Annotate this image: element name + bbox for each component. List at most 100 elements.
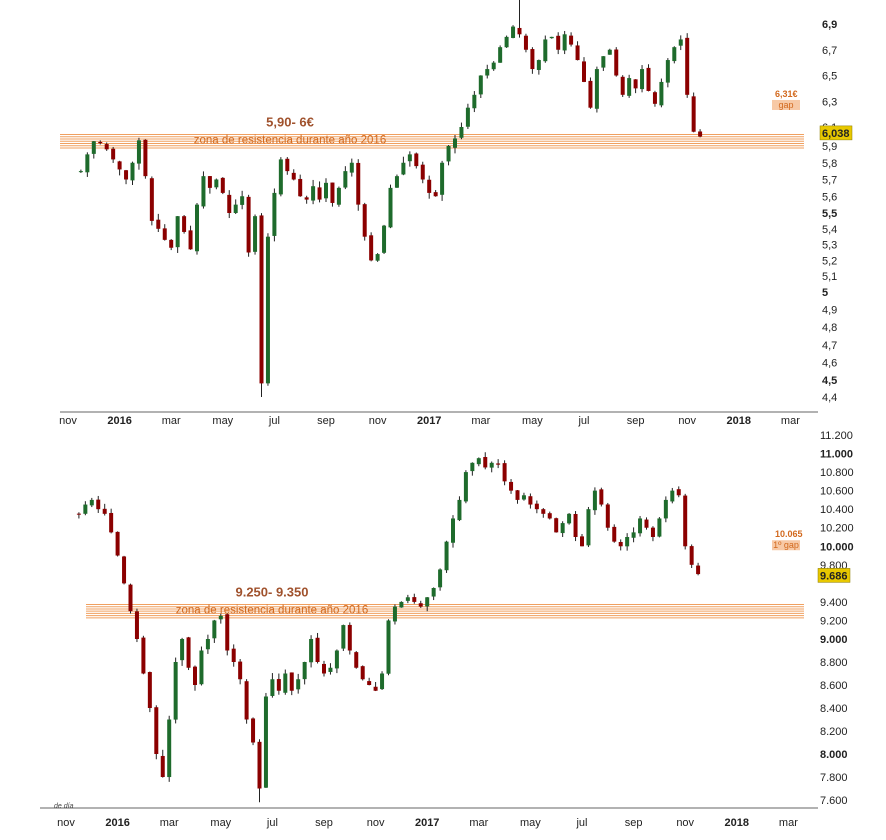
y-tick-label: 4,8 bbox=[822, 322, 837, 334]
zone-title: 9.250- 9.350 bbox=[235, 585, 308, 600]
y-tick-label: 4,5 bbox=[822, 375, 837, 387]
y-tick-label: 5,3 bbox=[822, 240, 837, 252]
candle-down bbox=[360, 666, 365, 680]
candle-up bbox=[592, 490, 597, 511]
candle-down bbox=[691, 96, 696, 132]
candle-up bbox=[399, 601, 404, 608]
last-price-box bbox=[819, 125, 853, 141]
last-price-label: 6,038 bbox=[822, 128, 850, 140]
y-tick-label: 8.800 bbox=[820, 657, 848, 669]
candle-down bbox=[149, 178, 154, 221]
candle-down bbox=[433, 192, 438, 197]
candle-down bbox=[98, 141, 103, 144]
candle-up bbox=[670, 490, 675, 502]
candle-up bbox=[549, 36, 554, 39]
candle-down bbox=[547, 513, 552, 519]
candle-up bbox=[173, 662, 178, 720]
gap-text: gap bbox=[778, 100, 793, 110]
candle-up bbox=[218, 615, 223, 620]
candle-up bbox=[459, 127, 464, 138]
candle-up bbox=[601, 56, 606, 68]
y-tick-label: 11.000 bbox=[820, 449, 853, 461]
y-tick-label: 4,7 bbox=[822, 340, 837, 352]
y-tick-label: 5,2 bbox=[822, 255, 837, 267]
y-tick-label: 8.200 bbox=[820, 726, 848, 738]
candle-up bbox=[638, 518, 643, 534]
y-tick-label: 5,9 bbox=[822, 141, 837, 153]
x-tick-label: 2016 bbox=[105, 817, 129, 829]
zone-subtitle: zona de resistencia durante año 2016 bbox=[176, 605, 368, 617]
candle-down bbox=[188, 230, 193, 250]
candle-up bbox=[401, 162, 406, 175]
candle-up bbox=[631, 532, 636, 538]
candle-up bbox=[394, 176, 399, 188]
x-tick-label: may bbox=[212, 415, 233, 427]
candle-up bbox=[627, 78, 632, 96]
gap-value-label: 6,31€ bbox=[775, 89, 798, 99]
candle-down bbox=[588, 80, 593, 108]
candle-up bbox=[302, 662, 307, 680]
y-tick-label: 5 bbox=[822, 287, 828, 299]
y-tick-label: 6,9 bbox=[822, 19, 837, 31]
candle-down bbox=[162, 228, 167, 240]
candle-down bbox=[676, 489, 681, 496]
candle-down bbox=[289, 672, 294, 691]
candle-up bbox=[665, 60, 670, 83]
candle-down bbox=[147, 672, 152, 708]
candle-down bbox=[160, 755, 165, 777]
x-tick-label: nov bbox=[369, 415, 387, 427]
y-tick-label: 9.400 bbox=[820, 597, 848, 609]
candle-up bbox=[625, 537, 630, 547]
candle-up bbox=[485, 69, 490, 76]
candle-down bbox=[569, 35, 574, 45]
x-tick-label: nov bbox=[59, 415, 77, 427]
candle-down bbox=[207, 176, 212, 188]
candle-up bbox=[85, 154, 90, 173]
candle-down bbox=[96, 499, 101, 510]
candle-up bbox=[386, 620, 391, 674]
candle-down bbox=[143, 139, 148, 177]
candle-down bbox=[515, 490, 520, 500]
y-tick-label: 4,6 bbox=[822, 357, 837, 369]
candle-down bbox=[141, 637, 146, 674]
candle-up bbox=[640, 69, 645, 90]
y-tick-label: 6,3 bbox=[822, 96, 837, 108]
candle-down bbox=[620, 76, 625, 95]
gap-text: 1º gap bbox=[773, 540, 799, 550]
candle-up bbox=[175, 216, 180, 248]
gap-value-label: 10.065 bbox=[775, 529, 803, 539]
candle-up bbox=[375, 254, 380, 261]
candle-up bbox=[586, 509, 591, 546]
chart-panel-top: nov 2016 mar may jul sep nov 2017 mar may jul sep no… bbox=[59, 0, 853, 427]
candle-up bbox=[536, 60, 541, 70]
candle-up bbox=[205, 639, 210, 650]
x-tick-label: 2017 bbox=[415, 817, 439, 829]
candle-down bbox=[483, 457, 488, 468]
last-price-box bbox=[817, 568, 851, 583]
candle-down bbox=[369, 235, 374, 261]
y-tick-label: 10.200 bbox=[820, 523, 854, 535]
x-tick-label: jul bbox=[268, 415, 280, 427]
y-tick-label: 7.600 bbox=[820, 795, 848, 807]
candle-up bbox=[504, 36, 509, 48]
last-price-label: 9.686 bbox=[820, 570, 848, 582]
candle-up bbox=[380, 673, 385, 690]
candle-down bbox=[298, 178, 303, 197]
candle-up bbox=[233, 204, 238, 213]
candle-down bbox=[618, 541, 623, 547]
candle-down bbox=[554, 518, 559, 533]
candle-up bbox=[272, 192, 277, 236]
candle-down bbox=[573, 513, 578, 537]
x-tick-label: may bbox=[210, 817, 231, 829]
candle-down bbox=[186, 637, 191, 668]
candle-down bbox=[517, 27, 522, 35]
candle-up bbox=[136, 140, 141, 164]
candle-down bbox=[356, 162, 361, 205]
candle-up bbox=[336, 187, 341, 205]
candle-down bbox=[124, 170, 129, 180]
candle-up bbox=[334, 650, 339, 669]
y-tick-label: 10.600 bbox=[820, 486, 854, 498]
candle-up bbox=[476, 458, 481, 465]
candle-down bbox=[115, 531, 120, 556]
gap-box bbox=[772, 540, 800, 551]
